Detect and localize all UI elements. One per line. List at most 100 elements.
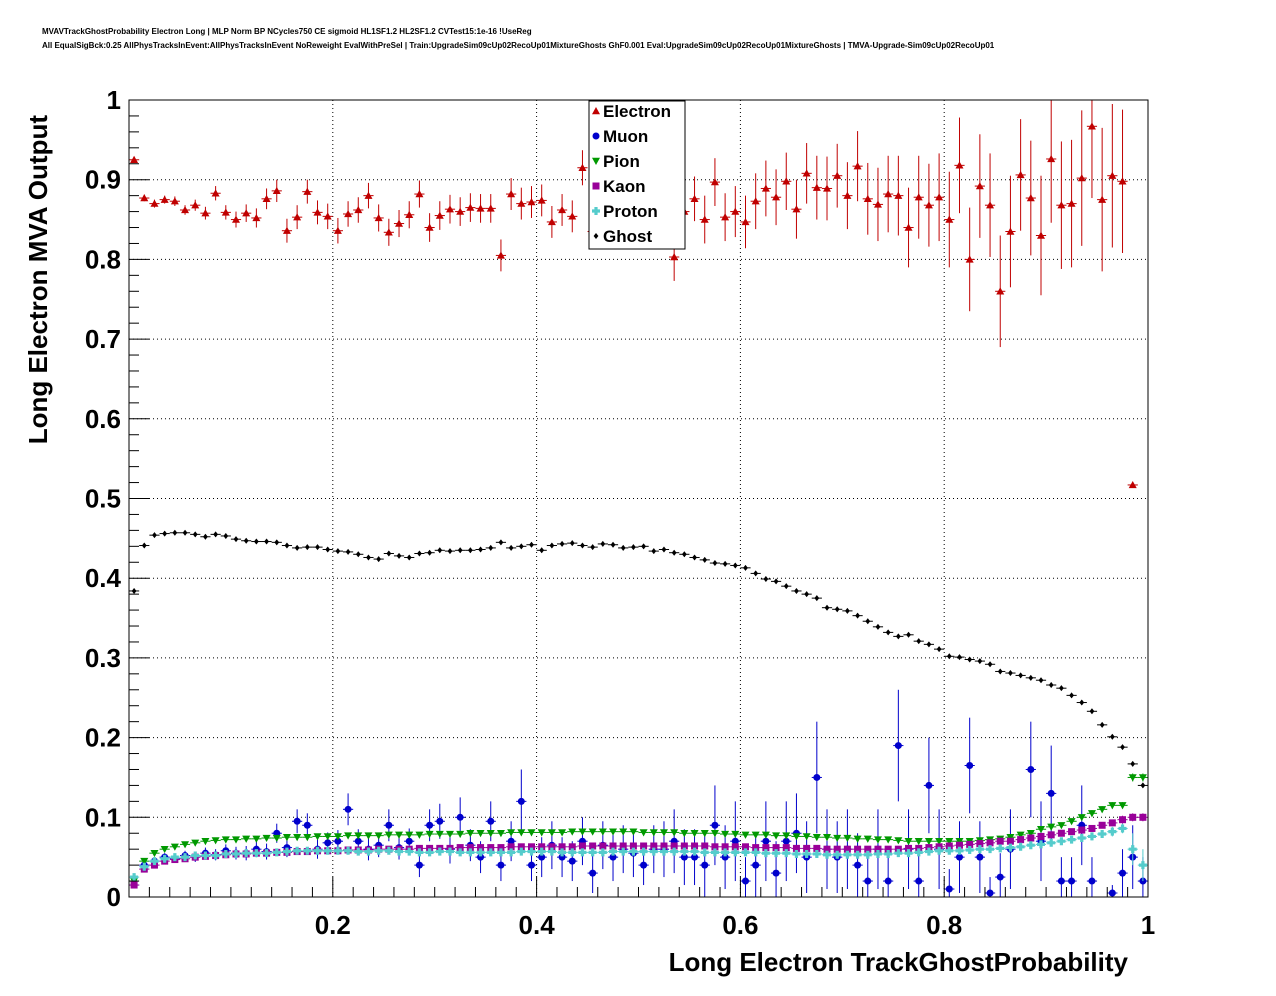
data-point	[833, 171, 842, 179]
data-point	[160, 854, 169, 863]
data-point	[456, 848, 465, 857]
data-point	[568, 212, 577, 220]
data-point	[813, 844, 821, 852]
data-point	[384, 846, 393, 855]
data-point	[722, 560, 728, 567]
data-point	[445, 205, 454, 213]
data-point	[558, 853, 566, 861]
data-point	[873, 849, 882, 858]
data-point	[629, 842, 637, 850]
data-point	[945, 842, 953, 850]
data-point	[303, 834, 312, 842]
data-point	[323, 833, 332, 841]
data-point	[853, 835, 862, 843]
data-point	[456, 844, 464, 852]
data-point	[527, 847, 536, 856]
data-point	[773, 578, 779, 585]
data-point	[1108, 827, 1117, 836]
data-point	[476, 204, 485, 212]
data-point	[741, 217, 750, 226]
data-point	[405, 210, 414, 218]
x-tick-label: 0.8	[926, 910, 962, 940]
data-point	[1119, 869, 1127, 877]
data-point	[354, 205, 363, 214]
data-point	[935, 846, 944, 855]
data-point	[823, 850, 832, 859]
data-point	[1120, 744, 1125, 751]
data-point	[1026, 194, 1035, 202]
data-point	[181, 205, 190, 214]
data-point	[772, 849, 781, 858]
data-point	[670, 842, 678, 850]
data-point	[262, 194, 271, 203]
data-point	[884, 836, 893, 844]
data-point	[782, 844, 790, 852]
data-point	[914, 193, 923, 201]
data-point	[864, 877, 872, 885]
data-point	[904, 838, 913, 846]
data-point	[671, 549, 677, 556]
data-point	[609, 847, 618, 856]
data-point	[986, 839, 994, 847]
data-point	[181, 853, 190, 862]
data-point	[650, 842, 658, 850]
data-point	[843, 850, 852, 859]
data-point	[344, 805, 352, 813]
data-point	[294, 544, 300, 551]
data-point	[517, 829, 526, 837]
data-point	[660, 842, 668, 850]
data-point	[1016, 842, 1025, 851]
data-point	[1037, 231, 1046, 239]
data-point	[873, 200, 882, 208]
data-point	[812, 183, 821, 191]
data-point	[904, 849, 913, 858]
legend-item-muon: Muon	[592, 127, 648, 146]
data-point	[335, 548, 341, 555]
data-point	[456, 813, 464, 821]
data-point	[1077, 834, 1086, 843]
data-point	[427, 549, 433, 556]
series-layer	[129, 100, 1148, 897]
data-point	[741, 877, 749, 885]
data-point	[1078, 826, 1086, 834]
data-point	[415, 831, 424, 839]
data-point	[445, 830, 454, 839]
data-point	[568, 848, 577, 857]
data-point	[1087, 122, 1096, 130]
data-point	[783, 583, 789, 590]
data-point	[547, 217, 556, 226]
data-point	[437, 547, 443, 554]
y-tick-label: 0.2	[85, 723, 121, 753]
series-pion	[129, 773, 1148, 886]
y-tick-label: 0.4	[85, 563, 122, 593]
data-point	[1109, 733, 1115, 740]
data-point	[915, 877, 923, 885]
data-point	[619, 847, 628, 856]
data-point	[364, 847, 373, 856]
data-point	[1088, 877, 1096, 885]
data-point	[181, 841, 190, 849]
data-point	[303, 187, 312, 195]
data-point	[955, 846, 964, 855]
data-point	[649, 847, 658, 856]
data-point	[711, 843, 719, 851]
data-point	[1037, 840, 1046, 849]
data-point	[996, 287, 1005, 295]
data-point	[415, 848, 424, 857]
data-point	[221, 836, 230, 844]
data-point	[517, 797, 525, 805]
data-point	[466, 848, 475, 857]
data-point	[476, 848, 485, 857]
data-point	[547, 847, 556, 856]
data-point	[1067, 835, 1076, 844]
data-point	[670, 829, 679, 837]
series-muon	[129, 689, 1148, 897]
data-point	[751, 197, 760, 205]
data-point	[763, 575, 769, 582]
data-point	[487, 817, 495, 825]
legend-marker	[592, 107, 600, 115]
data-point	[914, 848, 923, 857]
data-point	[721, 213, 730, 221]
data-point	[569, 540, 575, 547]
data-point	[589, 869, 597, 877]
